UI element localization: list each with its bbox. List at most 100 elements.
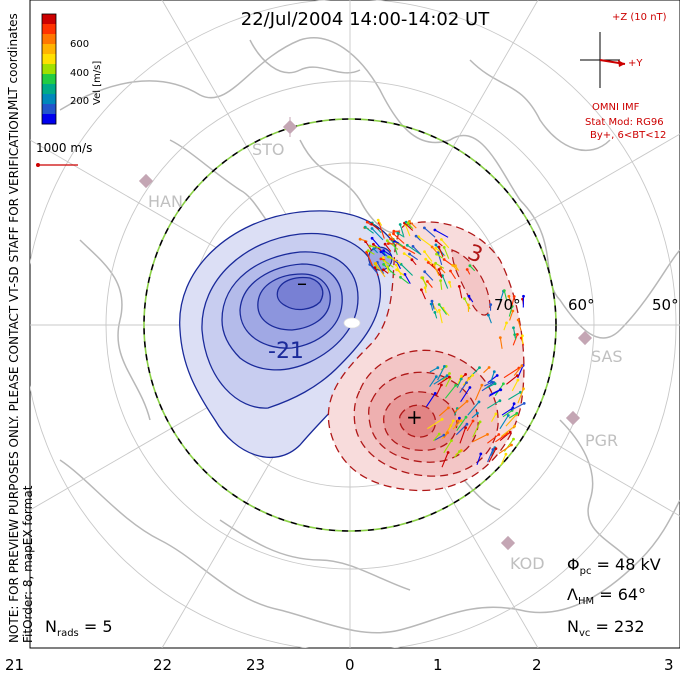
velocity-vector: [437, 252, 443, 266]
vector-origin: [450, 439, 453, 442]
velocity-vector: [420, 289, 427, 300]
velocity-vector: [508, 391, 521, 400]
vector-origin: [478, 420, 482, 424]
vector-origin: [408, 252, 411, 256]
vector-origin: [464, 415, 468, 419]
colorbar-swatch: [42, 104, 56, 115]
vector-origin: [368, 263, 372, 266]
velocity-vector: [403, 247, 416, 255]
colorbar-frame: [41, 13, 57, 125]
colorbar-tick-200: 200: [70, 96, 89, 107]
vector-origin: [410, 258, 414, 262]
vector-origin: [519, 390, 522, 394]
velocity-vector: [508, 306, 513, 317]
vector-origin: [442, 258, 446, 261]
vector-origin: [498, 388, 502, 391]
velocity-vector: [487, 314, 492, 324]
velocity-vectors: [358, 218, 526, 468]
station-label-pgr: PGR: [585, 431, 618, 450]
vector-origin: [465, 399, 469, 403]
velocity-vector: [375, 263, 386, 278]
station-marker-kod: [500, 535, 516, 551]
vector-origin: [494, 412, 498, 416]
vector-origin: [516, 333, 519, 336]
potential-max-marker: +: [406, 405, 423, 429]
velocity-vector: [425, 393, 436, 408]
vector-origin: [445, 374, 449, 378]
velocity-vector: [484, 381, 493, 387]
vector-origin: [458, 450, 461, 453]
vector-origin: [448, 280, 451, 284]
vector-origin: [513, 424, 516, 428]
velocity-vector: [458, 286, 463, 299]
velocity-vector: [491, 413, 497, 422]
vector-origin: [433, 228, 437, 232]
vector-origin: [437, 308, 441, 312]
imf-source: OMNI IMF: [592, 102, 640, 113]
imf-clock: [580, 32, 626, 88]
velocity-vector: [472, 421, 481, 438]
vector-origin: [447, 406, 450, 410]
vector-origin: [454, 264, 457, 268]
velocity-vector: [467, 401, 480, 416]
vector-origin: [383, 242, 387, 246]
station-markers: [138, 117, 593, 551]
imf-condition: By+, 6<BT<12: [590, 130, 666, 141]
vector-origin: [437, 268, 441, 271]
page-title: 22/Jul/2004 14:00-14:02 UT: [241, 9, 490, 30]
vector-origin: [492, 370, 496, 374]
velocity-vector: [485, 383, 496, 389]
velocity-vector: [468, 367, 480, 379]
vector-origin: [495, 374, 499, 377]
station-marker-pgr: [565, 410, 581, 426]
velocity-vector: [429, 367, 439, 373]
preview-note: NOTE: FOR PREVIEW PURPOSES ONLY. PLEASE …: [7, 107, 21, 643]
velocity-vector: [460, 387, 471, 403]
vector-origin: [406, 221, 410, 225]
velocity-vector: [499, 291, 505, 303]
velocity-vector: [509, 310, 514, 321]
velocity-vector: [442, 307, 450, 317]
velocity-colorbar: [41, 13, 57, 125]
vector-origin: [426, 280, 429, 283]
vector-origin: [386, 242, 390, 246]
vector-origin: [430, 299, 434, 303]
colorbar-swatch: [42, 54, 56, 65]
velocity-vector: [487, 434, 500, 444]
velocity-vector: [409, 221, 417, 229]
vector-origin: [405, 243, 409, 247]
vector-origin: [434, 246, 438, 250]
vector-origin: [458, 416, 461, 420]
colorbar-swatch: [42, 24, 56, 35]
vector-origin: [363, 225, 367, 229]
vector-origin: [512, 326, 515, 330]
vector-origin: [382, 249, 385, 253]
vector-origin: [471, 419, 475, 423]
vector-origin: [516, 378, 520, 382]
mlt-tick-0: 0: [345, 656, 355, 674]
vector-origin: [456, 419, 460, 423]
vector-origin: [451, 264, 455, 267]
vector-origin: [478, 366, 481, 369]
vector-origin: [385, 239, 389, 243]
velocity-vector: [508, 412, 518, 419]
velocity-vector: [517, 319, 522, 331]
velocity-vector: [472, 433, 488, 443]
velocity-vector: [424, 227, 436, 238]
velocity-vector: [432, 433, 440, 442]
velocity-vector: [364, 226, 374, 234]
velocity-vector: [474, 384, 483, 401]
vector-origin: [368, 244, 372, 248]
vector-origin: [439, 279, 442, 282]
vector-origin: [463, 297, 466, 300]
velocity-vector: [503, 290, 508, 302]
velocity-vector: [456, 416, 467, 432]
station-label-han: HAN: [148, 192, 183, 211]
vector-origin: [379, 257, 383, 261]
velocity-vector: [400, 263, 413, 276]
vector-origin: [448, 372, 451, 375]
vector-origin: [479, 452, 483, 456]
velocity-vector: [443, 247, 450, 259]
velocity-vector: [371, 237, 382, 249]
